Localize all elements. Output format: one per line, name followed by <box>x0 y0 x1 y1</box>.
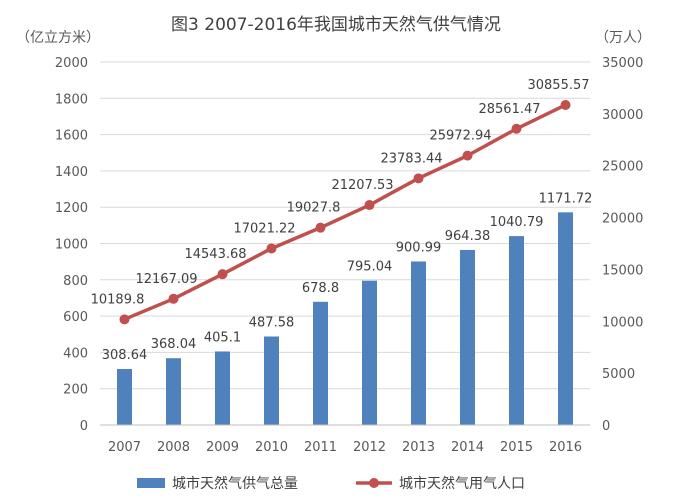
bar-value-label: 678.8 <box>302 281 339 296</box>
line-value-label: 19027.8 <box>287 201 341 216</box>
x-tick-label: 2016 <box>549 440 582 455</box>
right-tick-label: 0 <box>602 419 610 434</box>
left-axis-unit: （亿立方米） <box>16 30 100 46</box>
legend: 城市天然气供气总量 城市天然气用气人口 <box>137 475 525 492</box>
line-point <box>217 269 228 280</box>
x-tick-label: 2013 <box>402 440 435 455</box>
line-value-label: 10189.8 <box>91 292 145 307</box>
x-tick-label: 2014 <box>451 440 484 455</box>
legend-bar-label: 城市天然气供气总量 <box>172 475 298 492</box>
right-tick-label: 5000 <box>602 367 635 382</box>
left-tick-label: 800 <box>63 274 88 289</box>
line-value-label: 28561.47 <box>478 102 540 117</box>
x-tick-label: 2011 <box>304 440 337 455</box>
line-series: 10189.8 12167.09 14543.68 17021.22 19027.8 21… <box>91 78 590 325</box>
right-tick-label: 15000 <box>602 263 643 278</box>
left-tick-label: 400 <box>63 346 88 361</box>
left-tick-label: 2000 <box>55 56 88 71</box>
x-tick-label: 2015 <box>500 440 533 455</box>
bar-value-label: 795.04 <box>347 260 393 275</box>
bar-value-label: 487.58 <box>249 316 295 331</box>
x-axis-ticks: 2007 2008 2009 2010 2011 2012 2013 2014 2015 2016 <box>100 424 590 455</box>
bar <box>558 212 573 425</box>
x-tick-label: 2009 <box>206 440 239 455</box>
line-point <box>413 173 424 184</box>
bar <box>264 336 279 425</box>
line-point <box>462 150 473 161</box>
left-tick-label: 0 <box>80 419 88 434</box>
right-axis-ticks: 0 5000 10000 15000 20000 25000 30000 35000 <box>602 56 643 434</box>
line-value-label: 17021.22 <box>233 221 295 236</box>
x-tick-label: 2007 <box>108 440 141 455</box>
line-value-label: 23783.44 <box>380 151 442 166</box>
bar <box>313 301 328 425</box>
legend-bar-swatch <box>137 478 165 488</box>
line-point <box>168 293 179 304</box>
line-value-label: 25972.94 <box>429 129 491 144</box>
bar <box>117 368 132 425</box>
bar <box>215 351 230 425</box>
line-point <box>364 200 375 211</box>
left-tick-label: 1800 <box>55 92 88 107</box>
right-tick-label: 35000 <box>602 56 643 71</box>
line-point <box>511 123 522 134</box>
line-value-label: 14543.68 <box>184 247 246 262</box>
left-tick-label: 1200 <box>55 201 88 216</box>
bar <box>411 261 426 425</box>
legend-line-marker <box>369 478 379 488</box>
bar <box>460 249 475 425</box>
line-path <box>122 103 568 322</box>
line-value-label: 12167.09 <box>135 272 197 287</box>
line-point <box>315 222 326 233</box>
left-tick-label: 200 <box>63 383 88 398</box>
right-tick-label: 20000 <box>602 212 643 227</box>
left-tick-label: 1400 <box>55 165 88 180</box>
line-point <box>266 243 277 254</box>
x-tick-label: 2008 <box>157 440 190 455</box>
bar-value-label: 368.04 <box>151 337 197 352</box>
line-value-label: 30855.57 <box>527 78 589 93</box>
chart-title: 图3 2007-2016年我国城市天然气供气情况 <box>171 15 501 35</box>
bar-value-label: 405.1 <box>204 330 241 345</box>
bar-value-label: 1040.79 <box>490 215 544 230</box>
line-point <box>560 99 571 110</box>
legend-line-label: 城市天然气用气人口 <box>399 475 525 492</box>
right-axis-unit: （万人） <box>595 30 651 46</box>
line-value-label: 21207.53 <box>331 178 393 193</box>
bar <box>166 358 181 425</box>
bar-value-label: 964.38 <box>445 229 491 244</box>
line-point <box>119 314 130 325</box>
x-tick-label: 2010 <box>255 440 288 455</box>
left-tick-label: 600 <box>63 310 88 325</box>
left-tick-label: 1000 <box>55 238 88 253</box>
right-tick-label: 30000 <box>602 108 643 123</box>
bar <box>362 280 377 425</box>
right-tick-label: 10000 <box>602 315 643 330</box>
left-axis-ticks: 0 200 400 600 800 1000 1200 1400 1600 1800 2000 <box>55 56 88 434</box>
bar-value-label: 1171.72 <box>539 191 593 206</box>
x-tick-label: 2012 <box>353 440 386 455</box>
left-tick-label: 1600 <box>55 129 88 144</box>
bar-value-label: 900.99 <box>396 240 442 255</box>
bar <box>509 236 524 425</box>
right-tick-label: 25000 <box>602 160 643 175</box>
bar-value-label: 308.64 <box>102 348 148 363</box>
gridlines <box>100 61 590 426</box>
